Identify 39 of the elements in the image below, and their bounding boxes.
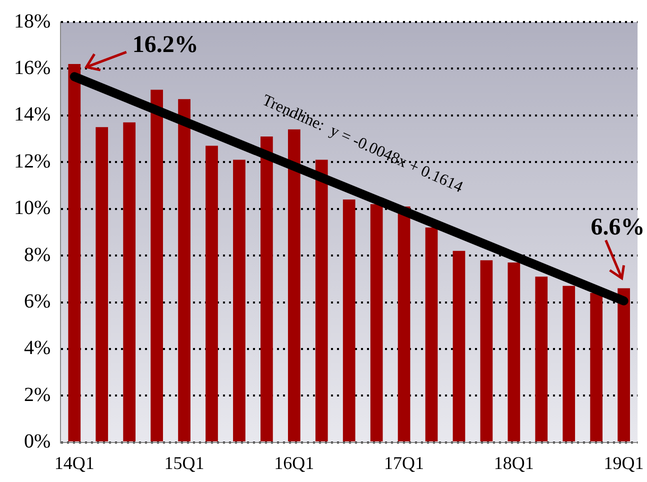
bar: [370, 204, 383, 442]
bar: [452, 250, 466, 442]
bar: [342, 200, 356, 442]
bar: [535, 276, 548, 442]
bar: [178, 99, 190, 442]
x-tick-label: 19Q1: [604, 452, 644, 473]
bar: [96, 127, 108, 442]
bar: [233, 160, 246, 442]
y-tick-label: 14%: [14, 104, 51, 126]
x-tick-label: 16Q1: [274, 452, 314, 473]
bar: [562, 286, 576, 442]
bar: [68, 64, 81, 442]
y-tick-label: 0%: [24, 430, 51, 453]
y-tick-label: 2%: [24, 384, 51, 406]
bar: [590, 292, 603, 442]
y-tick-label: 12%: [14, 150, 51, 172]
bar: [425, 228, 438, 442]
x-tick-label: 18Q1: [494, 452, 534, 473]
x-tick-label: 15Q1: [164, 452, 204, 473]
annotation: 6.6%: [590, 214, 645, 240]
y-tick-label: 10%: [14, 197, 51, 220]
bar: [508, 262, 520, 442]
bar: [288, 129, 300, 442]
bar: [315, 160, 328, 442]
bar: [206, 146, 218, 442]
y-tick-label: 8%: [24, 244, 51, 266]
bar: [480, 260, 493, 442]
x-tick-label: 14Q1: [54, 452, 94, 473]
bar: [123, 122, 136, 442]
y-tick-label: 16%: [14, 56, 51, 79]
y-tick-label: 18%: [14, 10, 51, 32]
bar: [260, 136, 273, 442]
bar: [150, 90, 163, 442]
bar: [398, 206, 410, 442]
annotation: 16.2%: [132, 32, 198, 58]
bar: [618, 288, 630, 442]
x-tick-label: 17Q1: [384, 452, 424, 473]
y-tick-label: 6%: [24, 290, 51, 313]
y-tick-label: 4%: [24, 337, 51, 360]
